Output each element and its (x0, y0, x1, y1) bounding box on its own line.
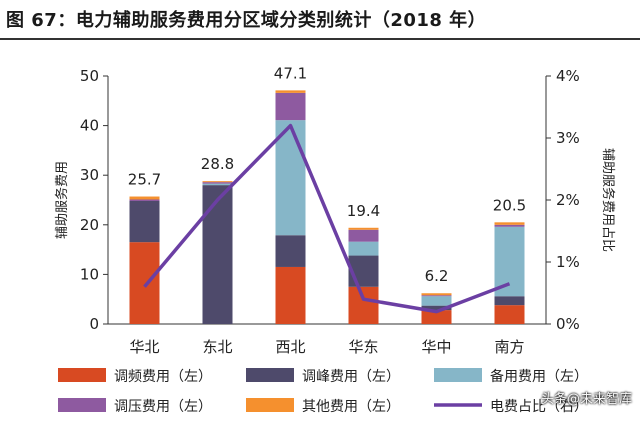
watermark: 头条@未来智库 (540, 392, 632, 407)
bar-segment (494, 226, 525, 297)
chart-legend: 调频费用（左） 调峰费用（左） 备用费用（左） 调压费用（左） 其他费用（左） 电费占比（… (58, 368, 588, 415)
left-tick-label: 20 (80, 216, 99, 234)
left-tick-label: 50 (80, 67, 99, 85)
bar-stack (494, 222, 525, 324)
category-label: 华中 (421, 338, 451, 356)
bar-segment (494, 305, 525, 324)
bar-stack (202, 181, 233, 324)
bar-segment (275, 90, 306, 93)
category-label: 南方 (494, 338, 524, 356)
legend-label: 调峰费用（左） (302, 369, 400, 385)
bar-segment (202, 185, 233, 324)
legend-item: 其他费用（左） (246, 398, 400, 415)
legend-item: 调峰费用（左） (246, 368, 400, 385)
chart-axes: 0 10 20 30 40 50 0% 1% 2% 3% 4% 辅助服务费用 辅助服务费用占比 (54, 67, 616, 333)
bar-segment (129, 199, 160, 201)
right-tick-label: 3% (556, 129, 580, 147)
bar-segment (494, 224, 525, 227)
right-tick-label: 4% (556, 67, 580, 85)
figure-title: 图 67：电力辅助服务费用分区域分类别统计（2018 年） (6, 10, 487, 31)
legend-label: 其他费用（左） (302, 399, 400, 415)
legend-item: 调压费用（左） (58, 398, 212, 415)
bar-segment (421, 293, 452, 296)
bar-segment (494, 222, 525, 225)
bar-segment (348, 229, 379, 242)
right-tick-label: 0% (556, 315, 580, 333)
bar-segment (348, 241, 379, 256)
bar-segment (275, 120, 306, 236)
bar-segment (275, 235, 306, 267)
legend-label: 调频费用（左） (114, 369, 212, 385)
bar-stack (421, 293, 452, 324)
legend-label: 电费占比（右） (490, 399, 588, 415)
bar-segment (494, 296, 525, 306)
legend-swatch (246, 368, 294, 382)
category-label: 华北 (129, 338, 159, 356)
legend-swatch (58, 398, 106, 412)
total-label: 25.7 (128, 171, 161, 189)
left-tick-label: 0 (89, 315, 99, 333)
bar-segment (202, 181, 233, 183)
total-label: 47.1 (274, 64, 307, 82)
legend-item: 备用费用（左） (434, 368, 588, 385)
legend-swatch (58, 368, 106, 382)
right-tick-label: 1% (556, 253, 580, 271)
bar-segment (275, 92, 306, 121)
ratio-line-layer (143, 123, 511, 314)
legend-label: 调压费用（左） (114, 399, 212, 415)
bar-segment (421, 305, 452, 311)
total-label: 6.2 (425, 267, 449, 285)
left-axis-title: 辅助服务费用 (54, 161, 70, 239)
chart-labels: 华北 东北 西北 华东 华中 南方 25.7 28.8 47.1 19.4 6.2 20.5 (128, 64, 526, 356)
category-label: 华东 (348, 338, 378, 356)
bar-stack (129, 196, 160, 324)
category-label: 东北 (202, 338, 232, 356)
right-tick-label: 2% (556, 191, 580, 209)
legend-swatch (246, 398, 294, 412)
bar-stack (275, 90, 306, 324)
legend-swatch (434, 368, 482, 382)
bar-segment (129, 200, 160, 243)
total-label: 20.5 (493, 196, 526, 214)
bar-stacks (129, 90, 525, 324)
bar-segment (202, 182, 233, 184)
bar-segment (129, 196, 160, 200)
bar-segment (129, 242, 160, 324)
category-label: 西北 (275, 338, 305, 356)
total-label: 19.4 (347, 202, 380, 220)
title-underline (0, 38, 640, 40)
left-tick-label: 10 (80, 265, 99, 283)
bar-segment (202, 183, 233, 186)
ratio-line (143, 123, 511, 314)
bar-segment (421, 296, 452, 306)
left-tick-label: 30 (80, 166, 99, 184)
left-tick-label: 40 (80, 117, 99, 135)
legend-item: 调频费用（左） (58, 368, 212, 385)
legend-label: 备用费用（左） (490, 368, 588, 385)
right-axis-title: 辅助服务费用占比 (600, 148, 616, 252)
bar-segment (421, 295, 452, 297)
bar-segment (348, 227, 379, 230)
total-label: 28.8 (201, 155, 234, 173)
bar-segment (348, 286, 379, 324)
bar-segment (421, 310, 452, 324)
bar-segment (275, 266, 306, 324)
legend-item: 电费占比（右） (434, 399, 588, 415)
